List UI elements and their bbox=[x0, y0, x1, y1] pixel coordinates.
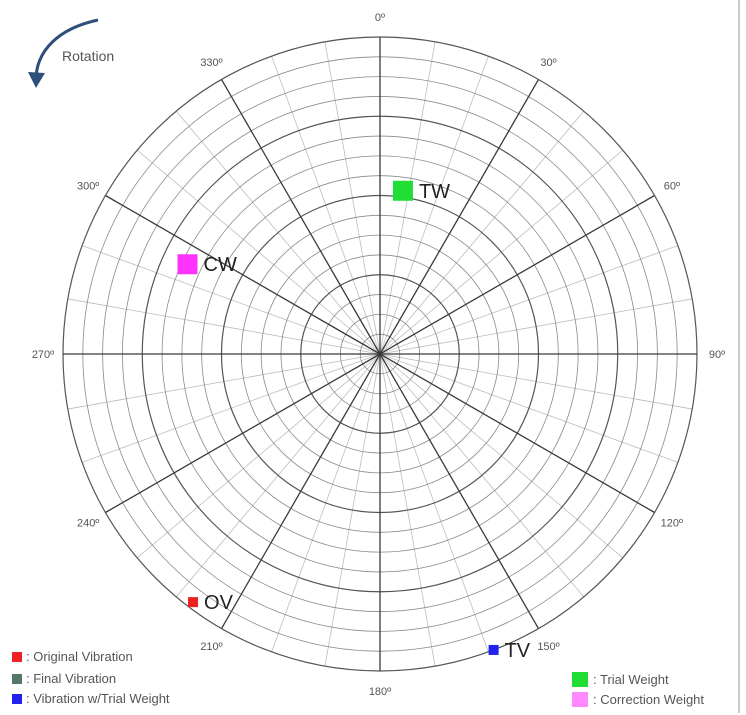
marker-label-ov: OV bbox=[204, 592, 234, 614]
legend-label: : Final Vibration bbox=[26, 671, 117, 686]
angle-label: 270º bbox=[32, 349, 54, 361]
rotation-arrowhead-icon bbox=[28, 72, 45, 88]
marker-label-tw: TW bbox=[419, 181, 450, 203]
angle-label: 90º bbox=[709, 349, 725, 361]
angle-label: 30º bbox=[540, 57, 556, 69]
major-spoke bbox=[105, 194, 381, 355]
legend-item-final-vibration: : Final Vibration bbox=[12, 671, 116, 686]
major-spoke bbox=[379, 194, 655, 355]
major-spoke bbox=[220, 353, 381, 629]
angle-label: 0º bbox=[375, 12, 385, 24]
major-spoke bbox=[379, 353, 655, 514]
angle-label: 120º bbox=[661, 518, 683, 530]
rotation-arrow-icon bbox=[34, 18, 99, 83]
legend-item-vibration-trial-weight: : Vibration w/Trial Weight bbox=[12, 691, 170, 706]
angle-label: 300º bbox=[77, 181, 99, 193]
legend-swatch bbox=[572, 672, 588, 687]
marker-cw bbox=[177, 254, 198, 275]
major-spoke bbox=[105, 353, 381, 514]
marker-label-cw: CW bbox=[204, 254, 237, 276]
marker-tw bbox=[392, 180, 413, 201]
rotation-label: Rotation bbox=[62, 48, 115, 64]
legend-item-original-vibration: : Original Vibration bbox=[12, 649, 133, 664]
legend-label: : Original Vibration bbox=[26, 649, 133, 664]
major-spoke bbox=[220, 79, 381, 355]
marker-ov bbox=[188, 597, 199, 608]
legend-item-trial-weight: : Trial Weight bbox=[572, 672, 669, 687]
legend-item-correction-weight: : Correction Weight bbox=[572, 692, 704, 707]
angle-label: 210º bbox=[200, 641, 222, 653]
angle-label: 150º bbox=[537, 641, 559, 653]
major-spoke bbox=[379, 353, 540, 629]
angle-label: 240º bbox=[77, 518, 99, 530]
legend-label: : Vibration w/Trial Weight bbox=[26, 691, 170, 706]
major-spoke bbox=[379, 79, 540, 355]
legend-swatch bbox=[12, 651, 22, 662]
legend-swatch bbox=[12, 673, 22, 684]
legend-label: : Trial Weight bbox=[593, 672, 669, 687]
angle-label: 60º bbox=[664, 181, 680, 193]
marker-label-tv: TV bbox=[505, 640, 531, 662]
angle-label: 330º bbox=[200, 57, 222, 69]
legend-label: : Correction Weight bbox=[593, 692, 705, 707]
legend-swatch bbox=[572, 692, 588, 707]
legend-swatch bbox=[12, 693, 22, 704]
angle-label: 180º bbox=[369, 686, 391, 698]
marker-tv bbox=[488, 644, 499, 655]
